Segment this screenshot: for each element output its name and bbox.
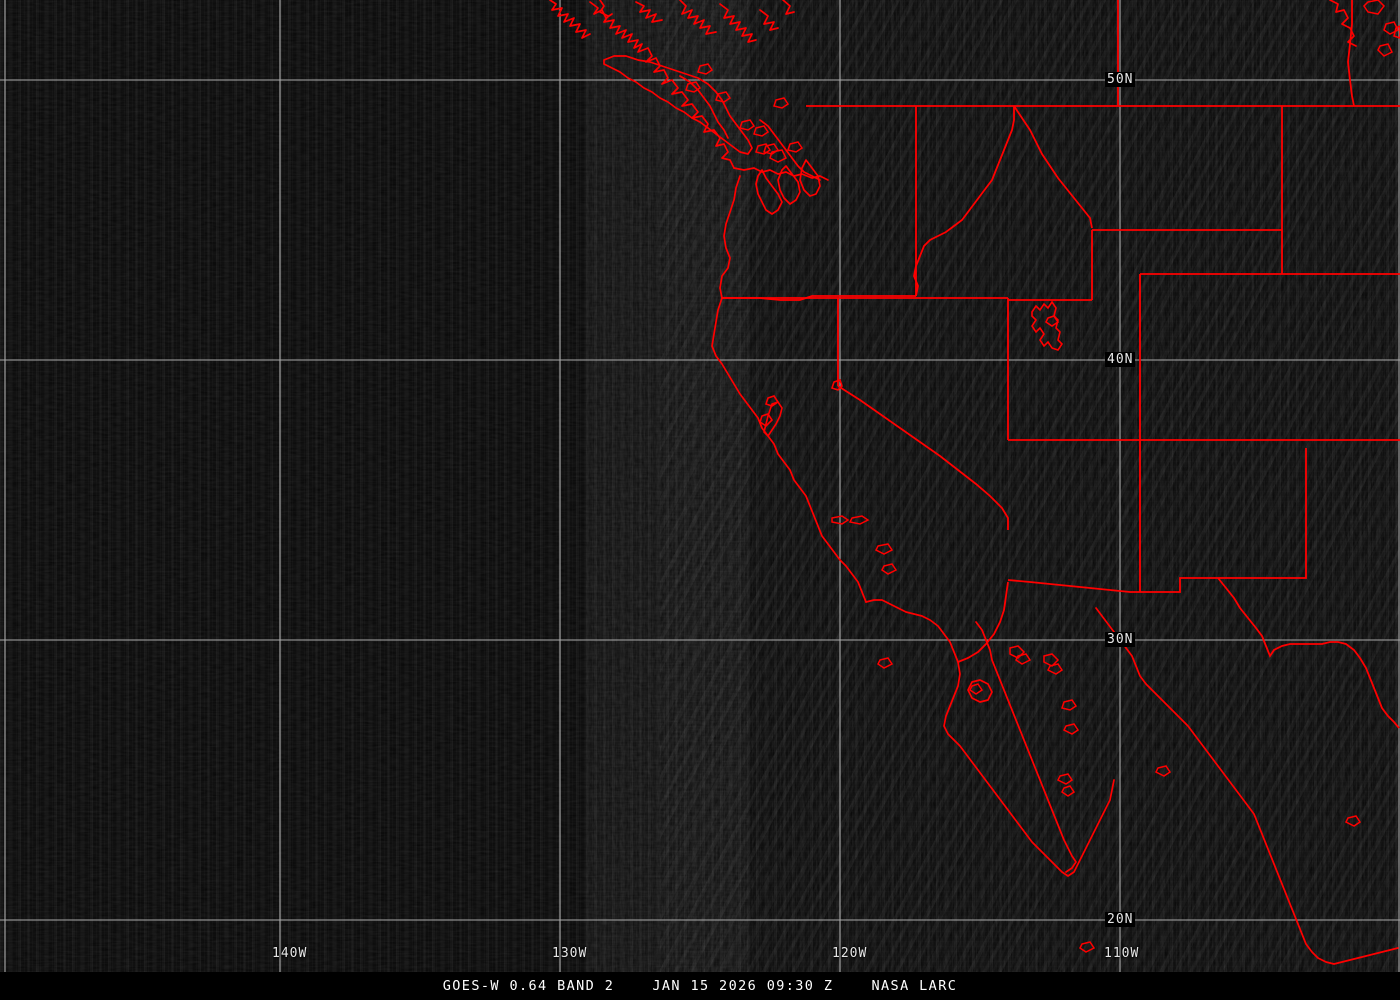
longitude-label-130w: 130W bbox=[552, 946, 588, 961]
longitude-label-120w: 120W bbox=[832, 946, 868, 961]
image-caption-text: GOES-W 0.64 BAND 2 JAN 15 2026 09:30 Z N… bbox=[442, 978, 958, 994]
latitude-label-20n: 20N bbox=[1105, 912, 1136, 927]
border-us-mexico bbox=[1217, 577, 1400, 729]
graticule-longitude-lines bbox=[4, 0, 1400, 972]
longitude-label-110w: 110W bbox=[1104, 946, 1140, 961]
border-us-states bbox=[722, 105, 1400, 663]
latitude-label-40n: 40N bbox=[1105, 352, 1136, 367]
graticule-latitude-lines bbox=[0, 79, 1400, 921]
coastline-baja-california bbox=[943, 621, 1115, 877]
coastline-mexico-mainland bbox=[1079, 607, 1399, 965]
satellite-sensor-noise bbox=[0, 0, 1400, 972]
image-caption-bar: GOES-W 0.64 BAND 2 JAN 15 2026 09:30 Z N… bbox=[0, 972, 1400, 1000]
coastline-british-columbia bbox=[549, 0, 795, 169]
latitude-label-50n: 50N bbox=[1105, 72, 1136, 87]
coastline-oregon-california bbox=[711, 297, 867, 603]
lake-great-salt-lake bbox=[1031, 300, 1064, 351]
border-canadian-provinces bbox=[1117, 0, 1400, 107]
coastline-puget-sound bbox=[719, 119, 829, 299]
latitude-label-30n: 30N bbox=[1105, 632, 1136, 647]
longitude-label-140w: 140W bbox=[272, 946, 308, 961]
lake-nevada-small bbox=[830, 378, 843, 391]
lake-canada-north bbox=[1393, 25, 1400, 39]
coastline-southern-california bbox=[831, 515, 959, 669]
